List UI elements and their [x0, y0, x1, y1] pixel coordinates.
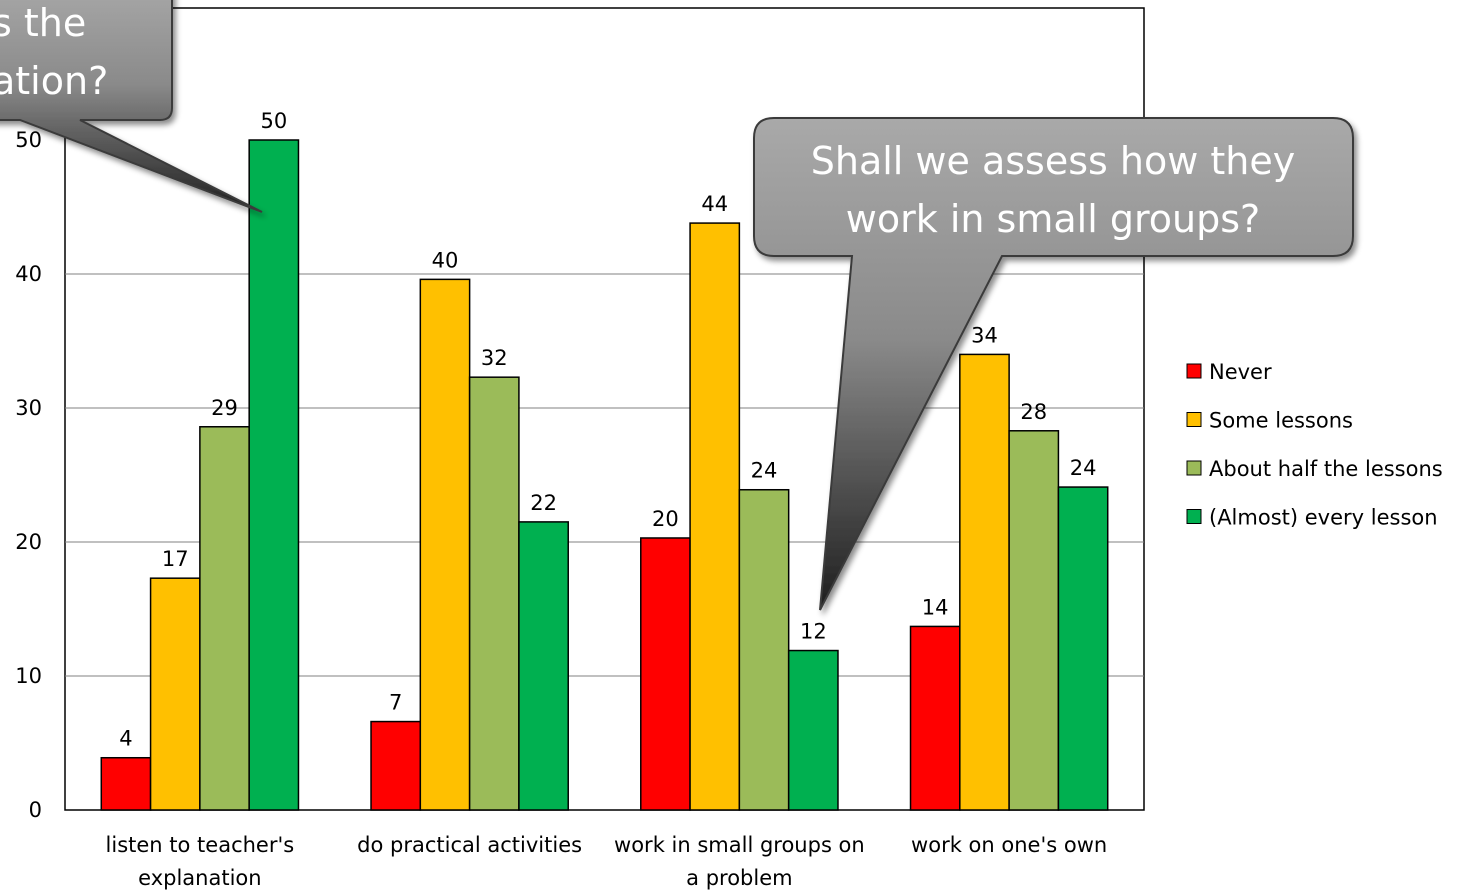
category-label: explanation — [138, 866, 261, 890]
data-label: 40 — [432, 248, 459, 272]
callout-left-shape — [0, 0, 263, 213]
bar — [199, 426, 250, 811]
data-label: 28 — [1020, 400, 1047, 424]
y-tick-label: 50 — [15, 128, 42, 152]
data-label: 22 — [530, 491, 557, 515]
callout-left-line-1: s the — [0, 1, 86, 45]
data-labels: 4 17 29 50 7 40 32 22 20 44 24 12 14 34 28 24 — [119, 109, 1096, 751]
category-label: a problem — [686, 866, 792, 890]
callout-right-line-2: work in small groups? — [846, 197, 1260, 241]
bar — [909, 625, 961, 811]
data-label: 44 — [701, 192, 728, 216]
data-label: 24 — [1070, 456, 1097, 480]
bar — [1008, 430, 1060, 811]
category-label: work in small groups on — [614, 833, 865, 857]
legend-swatch — [1186, 363, 1202, 379]
bar — [100, 756, 152, 811]
data-label: 14 — [922, 595, 949, 619]
y-tick-label: 20 — [15, 530, 42, 554]
legend-swatch — [1186, 460, 1202, 476]
bar — [468, 376, 520, 811]
y-tick-labels: 0 10 20 30 40 50 — [15, 128, 42, 822]
bar — [689, 222, 741, 811]
legend-swatch — [1186, 509, 1202, 524]
legend-swatch — [1186, 412, 1202, 427]
data-label: 29 — [211, 396, 238, 420]
data-label: 20 — [652, 507, 679, 531]
data-label: 17 — [162, 547, 189, 571]
y-tick-label: 30 — [15, 396, 42, 420]
bar — [149, 577, 201, 811]
bars — [100, 139, 1109, 811]
data-label: 24 — [751, 459, 778, 483]
callout-right-line-1: Shall we assess how they — [811, 139, 1296, 183]
category-labels: listen to teacher's explanation do practic… — [106, 833, 1108, 890]
data-label: 50 — [260, 109, 287, 133]
bar — [370, 720, 422, 811]
category-label: listen to teacher's — [106, 833, 295, 857]
category-label: work on one's own — [911, 833, 1107, 857]
bar — [738, 488, 790, 811]
bar — [518, 521, 569, 811]
bar — [248, 139, 300, 811]
callout-left-line-2: ation? — [0, 59, 108, 103]
category-label: do practical activities — [357, 833, 582, 857]
callout-right — [753, 117, 1354, 611]
data-label: 34 — [971, 323, 998, 347]
bar — [959, 353, 1010, 811]
bar — [787, 649, 839, 811]
legend-label: (Almost) every lesson — [1209, 506, 1438, 530]
data-label: 4 — [119, 727, 132, 751]
y-tick-label: 0 — [29, 798, 42, 822]
y-tick-label: 40 — [15, 262, 42, 286]
bar — [1057, 486, 1109, 811]
legend-label: Some lessons — [1209, 409, 1353, 433]
data-label: 12 — [800, 620, 827, 644]
legend-label: About half the lessons — [1209, 457, 1443, 481]
bar — [640, 537, 691, 811]
legend: Never Some lessons About half the lessons (… — [1186, 360, 1443, 530]
data-label: 32 — [481, 346, 508, 370]
data-label: 7 — [389, 691, 402, 715]
y-tick-label: 10 — [15, 664, 42, 688]
callout-right-shape — [753, 117, 1354, 611]
bar — [419, 278, 471, 811]
callout-left — [0, 0, 263, 213]
legend-label: Never — [1209, 360, 1272, 384]
